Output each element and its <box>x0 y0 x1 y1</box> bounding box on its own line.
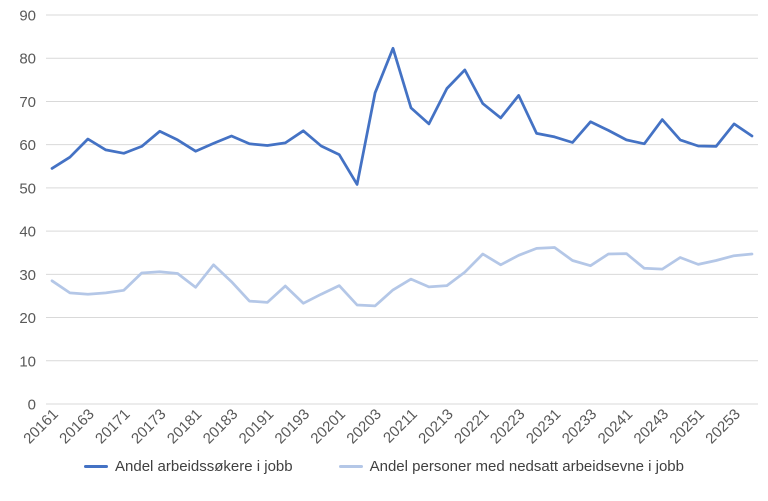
svg-text:20191: 20191 <box>236 406 278 448</box>
svg-text:60: 60 <box>19 137 36 154</box>
y-axis-labels: 0 10 20 30 40 50 60 70 80 90 <box>19 8 36 414</box>
legend-item-arbeidssokere: Andel arbeidssøkere i jobb <box>84 458 293 475</box>
legend-label-nedsatt-arbeidsevne: Andel personer med nedsatt arbeidsevne i… <box>369 458 684 475</box>
svg-text:20161: 20161 <box>20 406 62 448</box>
legend-line-swatch-light-blue <box>338 465 363 468</box>
svg-text:20171: 20171 <box>92 406 134 448</box>
svg-text:80: 80 <box>19 51 36 68</box>
svg-text:20: 20 <box>19 310 36 327</box>
svg-text:20223: 20223 <box>487 406 529 448</box>
svg-text:20251: 20251 <box>666 406 708 448</box>
svg-text:20213: 20213 <box>415 406 457 448</box>
svg-text:50: 50 <box>19 180 36 197</box>
chart-legend: Andel arbeidssøkere i jobb Andel persone… <box>0 458 768 475</box>
svg-text:20231: 20231 <box>523 406 565 448</box>
legend-label-arbeidssokere: Andel arbeidssøkere i jobb <box>115 458 293 475</box>
svg-text:20233: 20233 <box>559 406 601 448</box>
legend-line-swatch-dark-blue <box>84 465 108 468</box>
svg-text:20241: 20241 <box>595 406 637 448</box>
svg-text:20201: 20201 <box>307 406 349 448</box>
legend-item-nedsatt-arbeidsevne: Andel personer med nedsatt arbeidsevne i… <box>338 458 684 475</box>
svg-text:0: 0 <box>28 397 36 414</box>
svg-text:20193: 20193 <box>272 406 314 448</box>
series-line-0 <box>50 46 754 186</box>
svg-text:30: 30 <box>19 267 36 284</box>
svg-text:20183: 20183 <box>200 406 242 448</box>
line-chart: 0 10 20 30 40 50 60 70 80 90 20161201632017120173… <box>19 8 758 448</box>
svg-text:20173: 20173 <box>128 406 170 448</box>
svg-text:90: 90 <box>19 8 36 25</box>
svg-text:20221: 20221 <box>451 406 493 448</box>
svg-text:10: 10 <box>19 353 36 370</box>
series-line-1 <box>50 246 754 308</box>
x-axis-labels: 2016120163201712017320181201832019120193… <box>20 406 744 448</box>
horizontal-gridlines <box>46 14 758 405</box>
svg-text:20253: 20253 <box>702 406 744 448</box>
svg-text:40: 40 <box>19 224 36 241</box>
data-series-lines <box>50 46 754 308</box>
svg-text:20163: 20163 <box>56 406 98 448</box>
svg-text:70: 70 <box>19 94 36 111</box>
svg-text:20203: 20203 <box>343 406 385 448</box>
svg-text:20243: 20243 <box>631 406 673 448</box>
svg-text:20211: 20211 <box>380 406 421 447</box>
svg-text:20181: 20181 <box>164 406 206 448</box>
